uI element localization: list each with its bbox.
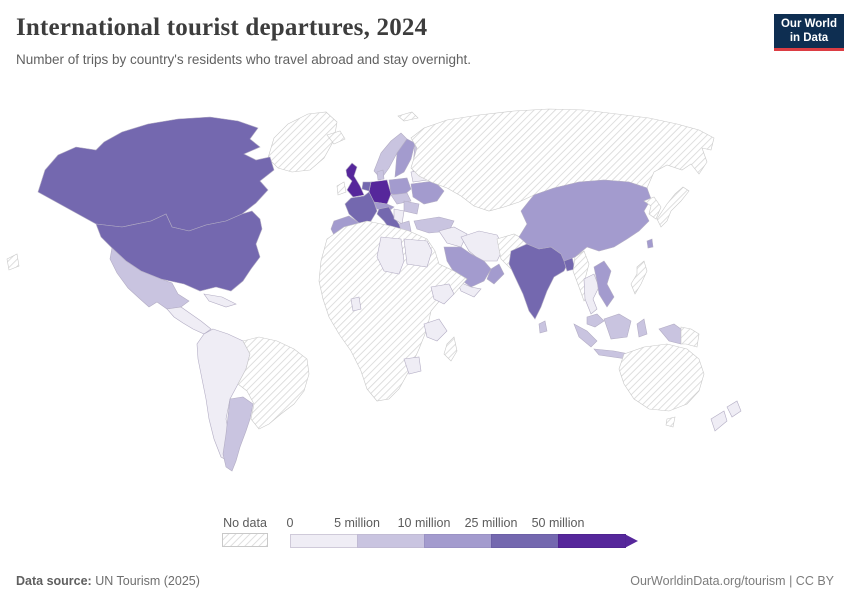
country-cuba[interactable] — [203, 293, 237, 308]
legend-color-scale: 0 5 million 10 million 25 million 50 mil… — [286, 516, 642, 548]
country-botswana-zimbabwe[interactable] — [403, 356, 422, 375]
legend-arrow — [625, 534, 638, 548]
owid-logo-line1: Our World — [780, 17, 837, 30]
legend-tick-0: 0 — [286, 516, 294, 530]
country-china[interactable] — [518, 179, 652, 262]
country-japan[interactable] — [656, 186, 690, 228]
country-poland[interactable] — [388, 177, 412, 196]
map-legend: No data 0 5 million 10 million 25 millio… — [222, 516, 642, 548]
country-africa-mainland[interactable] — [318, 220, 468, 402]
legend-no-data-swatch — [222, 533, 268, 547]
country-australia[interactable] — [618, 343, 705, 412]
country-malaysia[interactable] — [586, 313, 605, 328]
country-oman[interactable] — [486, 263, 505, 285]
country-yemen[interactable] — [456, 280, 482, 298]
country-tasmania[interactable] — [665, 416, 676, 428]
legend-tick-5m: 5 million — [334, 516, 380, 530]
legend-color-bar[interactable] — [290, 534, 642, 548]
country-new-zealand-south[interactable] — [710, 410, 728, 432]
country-indonesia-sulawesi[interactable] — [636, 318, 648, 338]
country-chukotka[interactable] — [6, 253, 20, 271]
owid-logo-line2: in Data — [789, 32, 829, 44]
chart-subtitle: Number of trips by country's residents w… — [16, 52, 472, 67]
country-brazil[interactable] — [237, 336, 310, 430]
page-title: International tourist departures, 2024 — [16, 14, 428, 41]
country-svalbard[interactable] — [397, 111, 419, 122]
country-indonesia-borneo[interactable] — [603, 313, 632, 340]
country-india[interactable] — [508, 243, 570, 320]
country-sweden[interactable] — [394, 138, 416, 178]
country-denmark[interactable] — [376, 169, 385, 181]
legend-tick-10m: 10 million — [397, 516, 451, 530]
country-russia[interactable] — [410, 108, 715, 212]
country-united-kingdom[interactable] — [345, 162, 365, 198]
country-papua-new-guinea[interactable] — [680, 326, 700, 348]
country-sri-lanka[interactable] — [538, 320, 548, 334]
owid-logo[interactable]: Our World in Data — [774, 14, 844, 51]
country-tanzania[interactable] — [423, 318, 448, 342]
country-ghana[interactable] — [350, 296, 362, 312]
country-indonesia-papua[interactable] — [658, 323, 682, 345]
legend-tick-25m: 25 million — [464, 516, 518, 530]
legend-no-data[interactable]: No data — [222, 516, 268, 547]
country-argentina[interactable] — [222, 396, 254, 472]
country-thailand[interactable] — [583, 273, 600, 315]
country-vietnam[interactable] — [593, 260, 615, 308]
data-source: Data source: UN Tourism (2025) — [16, 574, 200, 588]
data-source-label: Data source: — [16, 574, 92, 588]
data-source-value: UN Tourism (2025) — [95, 574, 200, 588]
country-benelux[interactable] — [361, 181, 372, 192]
country-saudi-arabia[interactable] — [443, 246, 492, 288]
country-madagascar[interactable] — [443, 336, 458, 362]
legend-no-data-label: No data — [223, 516, 267, 530]
country-central-america[interactable] — [166, 306, 212, 335]
country-taiwan[interactable] — [646, 238, 654, 249]
country-philippines[interactable] — [630, 260, 648, 295]
country-canada[interactable] — [37, 116, 275, 232]
country-indonesia-sumatra[interactable] — [573, 323, 598, 348]
legend-tick-labels: 0 5 million 10 million 25 million 50 mil… — [286, 516, 642, 534]
country-ireland[interactable] — [336, 181, 347, 196]
country-greenland[interactable] — [267, 111, 338, 173]
chart-footer: Data source: UN Tourism (2025) OurWorldi… — [0, 564, 850, 600]
country-korea[interactable] — [643, 196, 662, 220]
country-new-zealand-north[interactable] — [726, 400, 742, 418]
country-ethiopia[interactable] — [430, 283, 455, 305]
country-iceland[interactable] — [326, 130, 346, 145]
country-romania[interactable] — [403, 200, 420, 215]
footer-link[interactable]: OurWorldinData.org/tourism | CC BY — [630, 574, 834, 588]
country-france[interactable] — [344, 191, 378, 224]
legend-tick-50m: 50 million — [531, 516, 585, 530]
country-egypt[interactable] — [403, 238, 433, 268]
country-libya[interactable] — [376, 236, 405, 275]
